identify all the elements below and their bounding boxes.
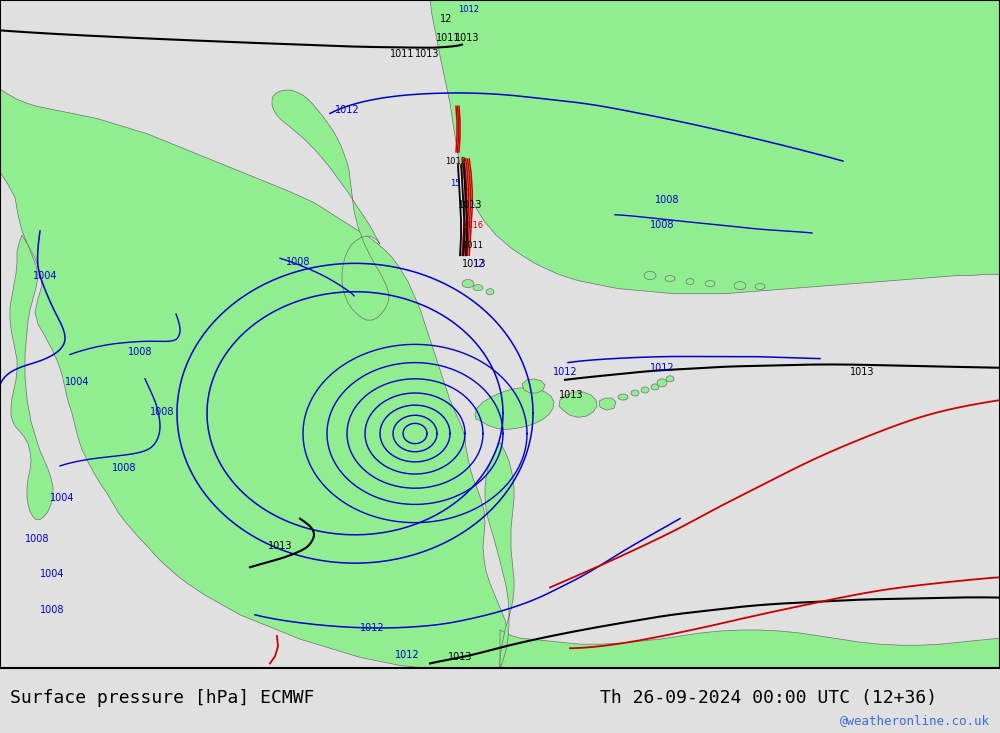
Text: 1013: 1013 xyxy=(462,259,486,270)
Polygon shape xyxy=(644,271,656,279)
Polygon shape xyxy=(473,284,483,291)
Polygon shape xyxy=(486,289,494,295)
Polygon shape xyxy=(0,0,515,668)
Polygon shape xyxy=(666,376,674,382)
Text: 1004: 1004 xyxy=(50,493,74,504)
Polygon shape xyxy=(599,398,616,410)
Text: 1008: 1008 xyxy=(650,220,674,230)
Polygon shape xyxy=(462,279,474,287)
Text: 1011: 1011 xyxy=(390,48,415,59)
Text: 1013: 1013 xyxy=(268,541,292,551)
Polygon shape xyxy=(665,276,675,281)
Text: 1013: 1013 xyxy=(850,366,874,377)
Polygon shape xyxy=(500,630,1000,668)
Polygon shape xyxy=(485,443,514,668)
Text: 1016: 1016 xyxy=(462,221,483,230)
Text: 1008: 1008 xyxy=(286,257,310,268)
Text: 1012: 1012 xyxy=(335,106,360,115)
Polygon shape xyxy=(657,379,667,387)
Polygon shape xyxy=(559,392,597,417)
Polygon shape xyxy=(10,235,53,520)
Polygon shape xyxy=(272,90,389,320)
Text: Surface pressure [hPa] ECMWF: Surface pressure [hPa] ECMWF xyxy=(10,688,314,707)
Polygon shape xyxy=(430,0,1000,294)
Text: 1004: 1004 xyxy=(40,570,64,579)
Polygon shape xyxy=(631,390,639,396)
Text: 12: 12 xyxy=(440,14,452,24)
Polygon shape xyxy=(641,387,649,393)
Text: 1008: 1008 xyxy=(128,347,152,356)
Text: 1008: 1008 xyxy=(150,408,175,417)
Polygon shape xyxy=(475,388,554,430)
Polygon shape xyxy=(686,279,694,284)
Text: 1008: 1008 xyxy=(112,463,136,473)
Text: 1012: 1012 xyxy=(395,650,420,660)
Text: 1013: 1013 xyxy=(448,652,473,663)
Text: 15: 15 xyxy=(450,180,460,188)
Polygon shape xyxy=(734,281,746,290)
Text: @weatheronline.co.uk: @weatheronline.co.uk xyxy=(840,713,990,726)
Polygon shape xyxy=(618,394,628,400)
Text: 1011: 1011 xyxy=(462,241,483,250)
Text: 1012: 1012 xyxy=(650,363,675,372)
Text: 1013: 1013 xyxy=(559,390,584,400)
Text: 12: 12 xyxy=(473,259,485,270)
Text: 1012: 1012 xyxy=(445,157,466,166)
Polygon shape xyxy=(651,384,659,390)
Polygon shape xyxy=(522,379,545,393)
Text: 1012: 1012 xyxy=(360,623,385,633)
Text: 1004: 1004 xyxy=(33,270,57,281)
Text: 1013: 1013 xyxy=(415,48,440,59)
Text: 1012: 1012 xyxy=(458,5,479,14)
Text: 1013: 1013 xyxy=(455,32,480,43)
Text: 1012: 1012 xyxy=(553,366,578,377)
Polygon shape xyxy=(705,281,715,287)
Text: 1008: 1008 xyxy=(655,194,680,205)
Text: Th 26-09-2024 00:00 UTC (12+36): Th 26-09-2024 00:00 UTC (12+36) xyxy=(600,688,937,707)
Text: 1008: 1008 xyxy=(25,534,50,544)
Text: 1011: 1011 xyxy=(436,32,460,43)
Text: 1008: 1008 xyxy=(40,605,64,615)
Text: 1013: 1013 xyxy=(458,199,482,210)
Text: 1004: 1004 xyxy=(65,377,90,387)
Polygon shape xyxy=(755,284,765,290)
